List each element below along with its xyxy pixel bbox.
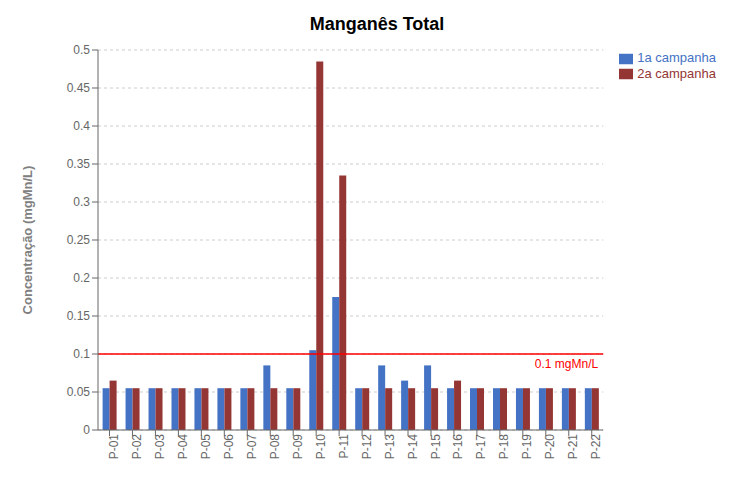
svg-text:0.3: 0.3 xyxy=(73,195,90,209)
svg-text:Concentração (mgMn/L): Concentração (mgMn/L) xyxy=(20,166,35,315)
svg-text:P-21: P-21 xyxy=(566,434,580,460)
svg-text:0.2: 0.2 xyxy=(73,271,90,285)
svg-text:0.05: 0.05 xyxy=(67,385,91,399)
svg-text:0.25: 0.25 xyxy=(67,233,91,247)
svg-text:0.1 mgMn/L: 0.1 mgMn/L xyxy=(535,357,599,371)
svg-text:P-09: P-09 xyxy=(291,434,305,460)
svg-text:P-18: P-18 xyxy=(497,434,511,460)
svg-text:P-13: P-13 xyxy=(383,434,397,460)
svg-text:P-15: P-15 xyxy=(429,434,443,460)
svg-text:P-11: P-11 xyxy=(337,434,351,459)
svg-text:0.35: 0.35 xyxy=(67,157,91,171)
svg-text:P-22: P-22 xyxy=(589,434,603,460)
svg-text:0.1: 0.1 xyxy=(73,347,90,361)
html-text:Manganês Total: Manganês Total xyxy=(309,14,445,34)
html-text:1a campanha: 1a campanha xyxy=(637,50,716,65)
svg-text:P-07: P-07 xyxy=(245,434,259,460)
svg-text:P-01: P-01 xyxy=(107,434,121,460)
svg-text:0.4: 0.4 xyxy=(73,119,90,133)
html-text:2a campanha: 2a campanha xyxy=(637,65,716,81)
svg-text:P-10: P-10 xyxy=(314,434,328,460)
svg-text:0: 0 xyxy=(83,423,90,437)
svg-text:0.45: 0.45 xyxy=(67,81,91,95)
svg-text:P-16: P-16 xyxy=(451,434,465,460)
svg-text:P-08: P-08 xyxy=(268,434,282,460)
svg-text:0.15: 0.15 xyxy=(67,309,91,323)
svg-text:P-06: P-06 xyxy=(222,434,236,460)
svg-text:P-05: P-05 xyxy=(199,434,213,460)
svg-text:P-14: P-14 xyxy=(406,434,420,460)
svg-text:P-17: P-17 xyxy=(474,434,488,460)
svg-text:P-04: P-04 xyxy=(176,434,190,460)
svg-text:P-19: P-19 xyxy=(520,434,534,460)
svg-text:P-12: P-12 xyxy=(360,434,374,460)
svg-text:0.5: 0.5 xyxy=(73,43,90,57)
svg-text:P-20: P-20 xyxy=(543,434,557,460)
svg-text:P-02: P-02 xyxy=(130,434,144,460)
svg-text:P-03: P-03 xyxy=(153,434,167,460)
